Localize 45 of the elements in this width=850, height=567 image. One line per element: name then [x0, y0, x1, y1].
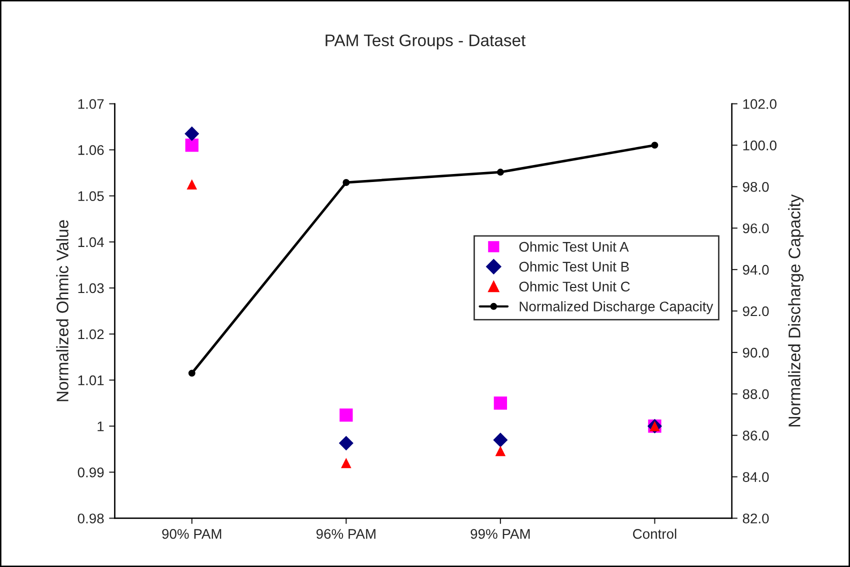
point	[338, 436, 354, 450]
point	[340, 408, 353, 422]
y-tick-label: 0.98	[78, 514, 104, 524]
y-tick-label: 0.99	[78, 468, 104, 478]
y2-tick-label: 86.0	[742, 430, 769, 441]
y2-tick-label: 94.0	[742, 264, 769, 275]
x-tick-label: Control	[633, 528, 676, 539]
y2-tick-label: 84.0	[742, 472, 769, 482]
y2-tick-label: 96.0	[742, 223, 769, 234]
point	[185, 138, 198, 152]
y-tick-label: 1.01	[78, 375, 104, 386]
legend-label: Ohmic Test Unit C	[519, 281, 630, 292]
x-tick-label: 96% PAM	[316, 529, 376, 539]
y-tick-label: 1.05	[78, 191, 104, 202]
y-axis-title: Normalized Ohmic Value	[56, 220, 68, 402]
y-tick-label: 1.06	[78, 145, 104, 155]
y2-axis-title: Normalized Discharge Capacity	[788, 194, 804, 426]
y2-tick-label: 98.0	[742, 182, 769, 192]
x-tick-label: 90% PAM	[162, 529, 222, 539]
point	[496, 168, 504, 176]
x-tick-label: 99% PAM	[470, 529, 530, 539]
legend-label: Ohmic Test Unit B	[519, 261, 629, 272]
point	[493, 432, 508, 448]
point	[494, 396, 508, 410]
point	[342, 179, 350, 186]
y-tick-label: 1.04	[78, 237, 104, 248]
y2-tick-label: 102.0	[743, 99, 776, 109]
point	[651, 142, 658, 149]
legend-label: Normalized Discharge Capacity	[520, 301, 714, 314]
chart-title: PAM Test Groups - Dataset	[326, 34, 526, 50]
y2-tick-label: 92.0	[742, 306, 769, 316]
y-tick-label: 1.07	[78, 99, 104, 109]
point	[186, 179, 198, 190]
y2-tick-label: 88.0	[742, 389, 769, 400]
point	[341, 458, 352, 468]
y-tick-label: 1	[98, 422, 104, 432]
point	[188, 370, 196, 377]
y-tick-label: 1.02	[78, 329, 104, 340]
legend-label: Ohmic Test Unit A	[519, 242, 629, 252]
y-tick-label: 1.03	[78, 283, 104, 294]
point	[495, 446, 506, 456]
y2-tick-label: 82.0	[742, 514, 769, 524]
y2-tick-label: 90.0	[742, 348, 769, 358]
y2-tick-label: 100.0	[743, 140, 776, 150]
point	[184, 126, 200, 141]
